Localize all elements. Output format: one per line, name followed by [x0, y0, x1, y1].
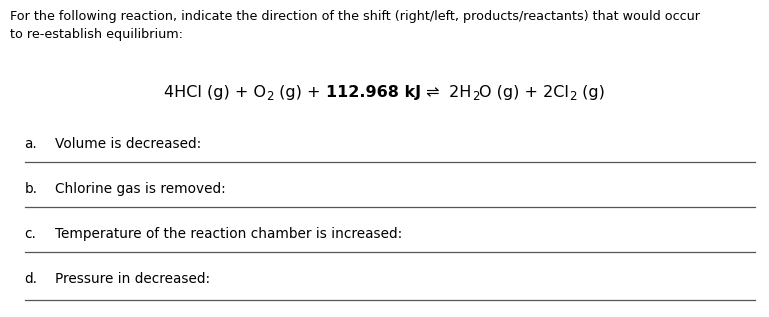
- Text: 112.968 kJ: 112.968 kJ: [325, 85, 421, 100]
- Text: 2: 2: [569, 90, 577, 103]
- Text: Pressure in decreased:: Pressure in decreased:: [55, 272, 211, 286]
- Text: Volume is decreased:: Volume is decreased:: [55, 137, 201, 151]
- Text: to re-establish equilibrium:: to re-establish equilibrium:: [10, 28, 183, 41]
- Text: (g): (g): [577, 85, 604, 100]
- Text: d.: d.: [25, 272, 38, 286]
- Text: 2: 2: [471, 90, 479, 103]
- Text: (g) +: (g) +: [274, 85, 325, 100]
- Text: ⇌: ⇌: [421, 85, 444, 100]
- Text: 2H: 2H: [444, 85, 471, 100]
- Text: Temperature of the reaction chamber is increased:: Temperature of the reaction chamber is i…: [55, 227, 403, 241]
- Text: O (g) + 2Cl: O (g) + 2Cl: [479, 85, 569, 100]
- Text: a.: a.: [25, 137, 38, 151]
- Text: b.: b.: [25, 182, 38, 196]
- Text: c.: c.: [25, 227, 36, 241]
- Text: Chlorine gas is removed:: Chlorine gas is removed:: [55, 182, 226, 196]
- Text: 2: 2: [267, 90, 274, 103]
- Text: For the following reaction, indicate the direction of the shift (right/left, pro: For the following reaction, indicate the…: [10, 10, 700, 23]
- Text: 4HCl (g) + O: 4HCl (g) + O: [165, 85, 267, 100]
